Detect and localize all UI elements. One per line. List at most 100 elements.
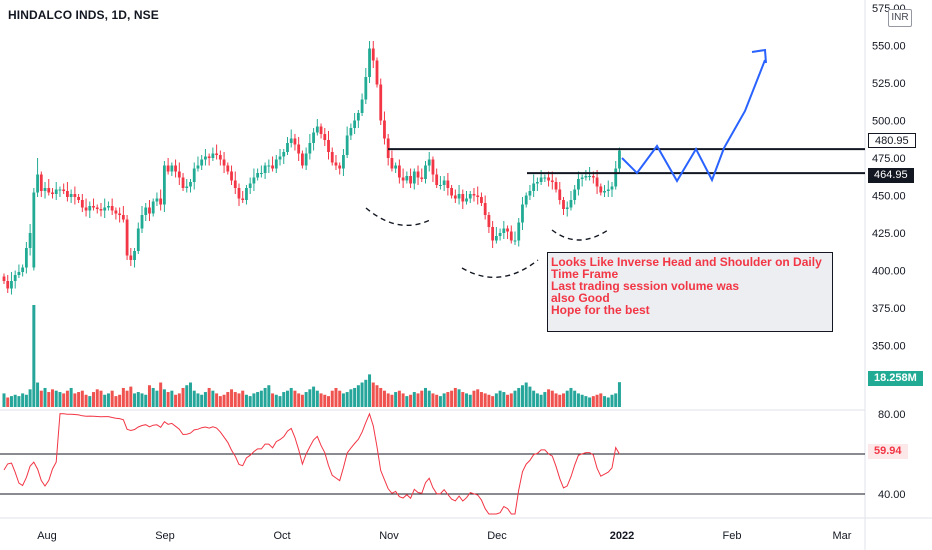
volume-bar	[614, 393, 618, 407]
volume-bar	[304, 392, 308, 407]
volume-bar	[375, 385, 379, 407]
candle-body	[353, 120, 357, 128]
volume-bar	[494, 393, 498, 407]
volume-bar	[177, 393, 181, 407]
volume-bar	[181, 387, 185, 407]
rsi-panel	[0, 412, 865, 515]
volume-bar	[293, 390, 297, 407]
candle-body	[315, 126, 319, 133]
candle-body	[405, 176, 409, 181]
candle-body	[420, 177, 424, 179]
volume-bar	[528, 386, 532, 407]
volume-bar	[603, 396, 607, 407]
time-tick-label: Nov	[379, 530, 399, 542]
volume-bar	[103, 394, 107, 407]
volume-bar	[506, 394, 510, 407]
candle-body	[532, 183, 536, 191]
volume-bar	[300, 394, 304, 407]
candle-body	[185, 186, 189, 188]
volume-bar	[263, 387, 267, 407]
volume-bar	[319, 393, 323, 407]
volume-bar	[77, 392, 81, 407]
candle-body	[13, 275, 17, 281]
price-tick-label: 550.00	[872, 41, 906, 53]
volume-bar	[32, 305, 36, 407]
candle-body	[88, 206, 92, 211]
candle-body	[211, 153, 215, 158]
candle-body	[218, 155, 222, 160]
volume-bar	[189, 382, 192, 407]
candle-body	[196, 165, 200, 169]
candle-body	[204, 156, 207, 160]
candle-body	[166, 165, 170, 172]
annotation-box[interactable]: Looks Like Inverse Head and Shoulder on …	[547, 252, 833, 332]
candle-body	[73, 194, 77, 197]
candle-body	[222, 159, 226, 166]
volume-bar	[252, 393, 256, 407]
candle-body	[110, 206, 114, 211]
volume-bar	[584, 396, 588, 407]
candle-body	[207, 156, 211, 158]
candle-body	[148, 207, 151, 214]
volume-bar	[461, 392, 465, 407]
candle-body	[155, 198, 159, 202]
right-shoulder-curve	[551, 229, 609, 241]
volume-bar	[17, 396, 21, 407]
volume-bar	[73, 393, 77, 407]
volume-bar	[215, 393, 219, 407]
volume-bar	[192, 390, 196, 407]
volume-bar	[308, 389, 312, 407]
price-tick-label: 450.00	[872, 191, 906, 203]
candle-body	[614, 168, 618, 187]
volume-bar	[244, 394, 248, 407]
candle-body	[606, 189, 610, 191]
volume-bar	[327, 396, 331, 407]
volume-bar	[233, 392, 237, 407]
volume-bar	[450, 390, 454, 407]
volume-bar	[9, 396, 13, 407]
volume-bar	[539, 394, 543, 407]
candle-body	[521, 204, 524, 223]
candle-body	[487, 215, 491, 227]
candle-body	[118, 213, 122, 215]
candle-body	[528, 191, 532, 196]
volume-bar	[487, 394, 491, 407]
candle-body	[584, 176, 588, 178]
candle-body	[230, 171, 233, 181]
volume-bar	[166, 392, 170, 407]
currency-badge[interactable]: INR	[888, 9, 912, 27]
candle-body	[2, 276, 6, 281]
volume-bar	[6, 397, 10, 407]
volume-bar	[39, 390, 43, 407]
volume-bar	[438, 396, 442, 407]
volume-bar	[341, 393, 345, 407]
volume-bar	[207, 387, 211, 407]
volume-bar	[125, 390, 129, 407]
candle-body	[181, 177, 185, 188]
candle-body	[517, 222, 521, 241]
price-tick-label: 375.00	[872, 303, 906, 315]
annotation-line: Time Frame	[551, 267, 619, 281]
volume-bar	[591, 396, 595, 407]
candle-body	[618, 150, 621, 169]
candle-body	[371, 48, 375, 61]
candle-body	[278, 156, 282, 160]
volume-bar	[509, 393, 513, 407]
candle-body	[226, 165, 230, 172]
candle-body	[591, 176, 595, 178]
candle-body	[573, 189, 577, 200]
volume-bar	[576, 393, 580, 407]
annotation-line: also Good	[551, 291, 610, 305]
support-resistance-lines	[388, 148, 865, 175]
volume-bar	[431, 393, 435, 407]
volume-bar	[256, 392, 260, 407]
volume-bar	[360, 382, 364, 407]
candle-body	[364, 77, 368, 100]
candle-body	[334, 162, 338, 166]
volume-bar	[427, 390, 431, 407]
volume-bar	[95, 389, 99, 407]
candle-body	[248, 183, 252, 188]
candle-body	[535, 182, 539, 184]
volume-bar	[121, 387, 125, 407]
